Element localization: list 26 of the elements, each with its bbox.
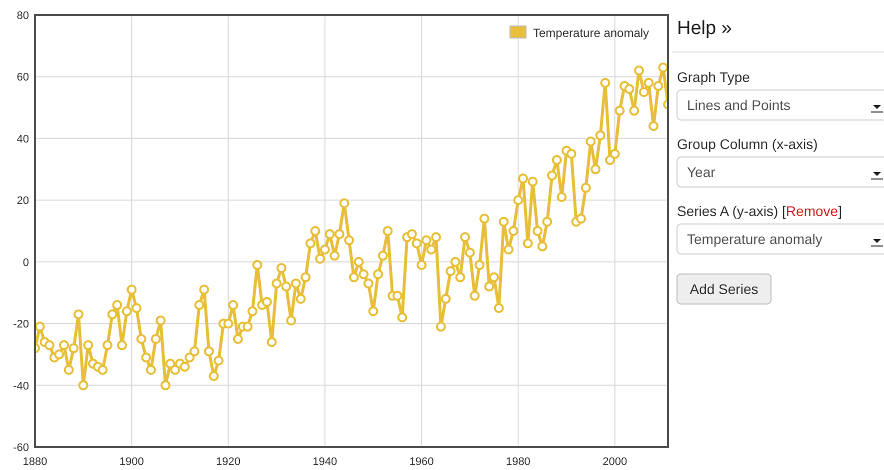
text: Lines and Points: [687, 97, 791, 113]
legend-label: Temperature anomaly: [533, 26, 650, 40]
x-tick-label: 1980: [506, 456, 530, 468]
y-tick-label: 0: [22, 256, 29, 269]
text: Year: [687, 164, 716, 180]
text: Group Column (x-axis): [677, 136, 818, 152]
x-tick-label: 1880: [22, 456, 48, 468]
x-tick-label: 1920: [216, 456, 241, 468]
x-tick-label: 1900: [119, 456, 144, 468]
text: Graph Type: [677, 69, 750, 85]
y-tick-label: -20: [13, 318, 29, 331]
text: Add Series: [690, 281, 758, 297]
text: Remove: [786, 203, 838, 219]
text: Series A (y-axis) [: [677, 203, 786, 219]
y-tick-label: 40: [16, 133, 29, 146]
x-tick-label: 2000: [602, 456, 628, 468]
y-tick-label: 60: [16, 72, 29, 84]
text: Temperature anomaly: [687, 231, 822, 247]
text: ]: [838, 203, 842, 219]
y-tick-label: 20: [16, 195, 29, 208]
y-tick-label: 80: [16, 10, 29, 22]
y-tick-label: -40: [13, 380, 29, 392]
x-tick-label: 1940: [312, 456, 338, 468]
y-tick-label: -60: [13, 442, 29, 454]
text: Help »: [677, 18, 732, 39]
x-tick-label: 1960: [409, 456, 434, 468]
